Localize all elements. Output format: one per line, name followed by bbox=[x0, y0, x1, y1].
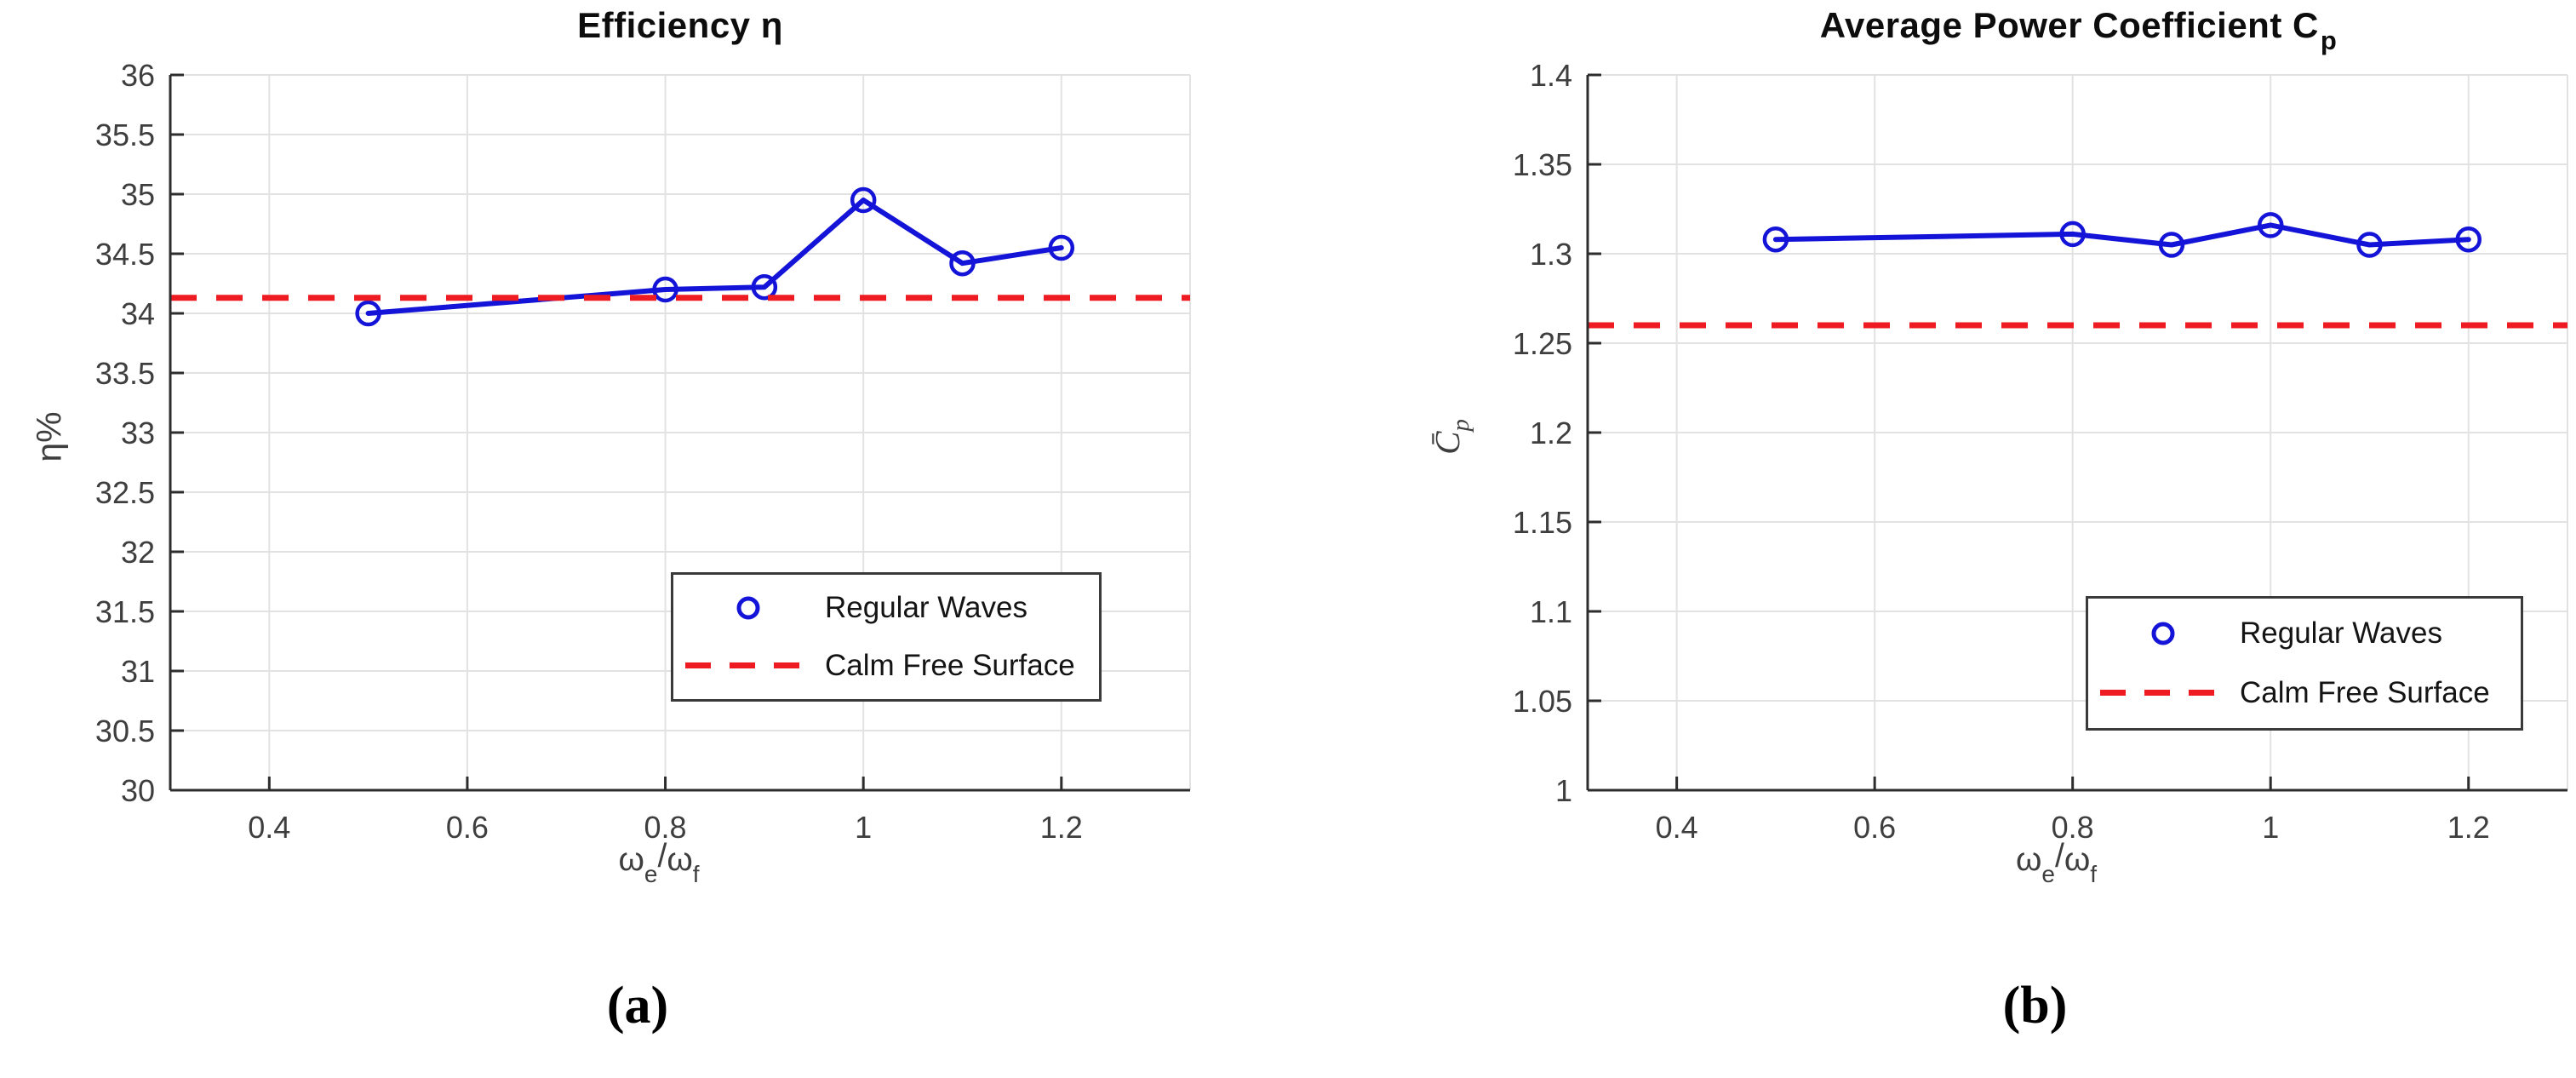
x-tick-label: 0.8 bbox=[2052, 810, 2094, 845]
chart-b-plot-area: 0.4 0.6 0.8 1 1.2 1 1.05 1.1 1.15 1.2 1.25 1.3 1.35 1… bbox=[1513, 58, 2568, 845]
y-tick-label: 36 bbox=[121, 58, 155, 93]
x-tick-label: 0.6 bbox=[1853, 810, 1896, 845]
caption-b: (b) bbox=[2002, 977, 2068, 1035]
x-tick-label: 1.2 bbox=[1040, 810, 1083, 845]
legend-row-regular-waves: Regular Waves bbox=[685, 581, 1087, 635]
chart-a-xlabel: ωe/ωf bbox=[149, 838, 1169, 887]
omega-e-subscript: e bbox=[2041, 861, 2055, 887]
data-point-marker bbox=[751, 273, 778, 301]
y-tick-label: 31 bbox=[121, 654, 155, 689]
slash-separator: / bbox=[657, 838, 667, 874]
y-tick-label: 1.3 bbox=[1530, 237, 1572, 272]
chart-b-legend: Regular Waves Calm Free Surface bbox=[2086, 596, 2523, 731]
legend-label-regular-waves: Regular Waves bbox=[2240, 616, 2442, 651]
y-tick-label: 30 bbox=[121, 773, 155, 808]
red-dashed-line-icon bbox=[2100, 690, 2226, 697]
y-tick-label: 1.05 bbox=[1513, 684, 1572, 719]
legend-label-regular-waves: Regular Waves bbox=[825, 591, 1028, 625]
data-point-marker bbox=[850, 186, 877, 214]
x-tick-label: 1 bbox=[2262, 810, 2279, 845]
legend-label-calm-free-surface: Calm Free Surface bbox=[825, 648, 1075, 682]
circle-marker-icon bbox=[736, 596, 760, 620]
y-tick-label: 35 bbox=[121, 177, 155, 212]
chart-a-title: Efficiency η bbox=[170, 5, 1190, 46]
chart-a-title-text: Efficiency η bbox=[577, 5, 783, 45]
omega-f-symbol: ω bbox=[667, 841, 693, 878]
regular-waves-line bbox=[365, 198, 1064, 316]
data-point-marker bbox=[2455, 226, 2482, 253]
x-tick-label: 0.4 bbox=[248, 810, 290, 845]
y-tick-label: 1.4 bbox=[1530, 58, 1572, 93]
chart-b-ylabel: C̄p bbox=[1427, 419, 1474, 455]
x-tick-label: 0.8 bbox=[644, 810, 687, 845]
blue-line-circle-marker-icon bbox=[2100, 622, 2226, 645]
chart-b-title-subscript: p bbox=[2320, 26, 2338, 55]
chart-a-legend: Regular Waves Calm Free Surface bbox=[671, 572, 1102, 702]
y-tick-label: 35.5 bbox=[95, 118, 155, 152]
chart-b-title: Average Power Coefficient Cp bbox=[1588, 5, 2567, 55]
chart-b-xlabel: ωe/ωf bbox=[1566, 838, 2546, 887]
y-tick-label: 1 bbox=[1555, 773, 1572, 808]
caption-a: (a) bbox=[606, 977, 669, 1035]
omega-f-subscript: f bbox=[2090, 861, 2098, 887]
y-tick-label: 34 bbox=[121, 296, 155, 331]
legend-row-calm-free-surface: Calm Free Surface bbox=[685, 639, 1087, 693]
y-tick-label: 1.25 bbox=[1513, 326, 1572, 361]
chart-a-ylabel-text: η% bbox=[29, 411, 69, 462]
legend-row-calm-free-surface: Calm Free Surface bbox=[2100, 666, 2509, 720]
x-tick-label: 0.4 bbox=[1656, 810, 1698, 845]
data-point-marker bbox=[949, 249, 976, 277]
data-point-marker bbox=[2257, 212, 2284, 238]
chart-b-ylabel-text: C̄ bbox=[1428, 431, 1467, 455]
y-tick-label: 1.1 bbox=[1530, 594, 1572, 629]
y-tick-label: 1.2 bbox=[1530, 416, 1572, 450]
y-tick-label: 1.15 bbox=[1513, 505, 1572, 540]
circle-marker-icon bbox=[2151, 622, 2175, 645]
y-tick-label: 33.5 bbox=[95, 356, 155, 391]
x-tick-label: 1.2 bbox=[2447, 810, 2490, 845]
y-tick-label: 32.5 bbox=[95, 475, 155, 510]
chart-a-efficiency: 0.4 0.6 0.8 1 1.2 30 30.5 31 31.5 32 32.5 33 33.5 34 3… bbox=[30, 5, 1191, 1035]
y-tick-label: 34.5 bbox=[95, 237, 155, 272]
blue-line-circle-marker-icon bbox=[685, 596, 811, 620]
y-tick-label: 32 bbox=[121, 535, 155, 570]
chart-b-title-text: Average Power Coefficient C bbox=[1819, 5, 2319, 45]
y-tick-label: 1.35 bbox=[1513, 147, 1572, 182]
legend-label-calm-free-surface: Calm Free Surface bbox=[2240, 675, 2490, 709]
chart-b-power-coefficient: 0.4 0.6 0.8 1 1.2 1 1.05 1.1 1.15 1.2 1.25 1.3 1.35 1… bbox=[1288, 0, 2576, 1078]
omega-f-subscript: f bbox=[692, 861, 700, 887]
chart-a-ylabel: η% bbox=[30, 411, 70, 462]
data-point-marker bbox=[2059, 221, 2086, 248]
omega-e-symbol: ω bbox=[618, 841, 644, 878]
omega-e-symbol: ω bbox=[2015, 841, 2042, 878]
omega-f-symbol: ω bbox=[2064, 841, 2091, 878]
y-tick-label: 30.5 bbox=[95, 714, 155, 748]
slash-separator: / bbox=[2054, 838, 2064, 874]
x-tick-label: 0.6 bbox=[446, 810, 489, 845]
data-point-marker bbox=[652, 276, 678, 303]
y-tick-label: 33 bbox=[121, 416, 155, 450]
omega-e-subscript: e bbox=[644, 861, 658, 887]
chart-b-ylabel-subscript: p bbox=[1447, 419, 1474, 432]
data-point-marker bbox=[1048, 234, 1075, 261]
x-tick-label: 1 bbox=[855, 810, 872, 845]
red-dashed-line-icon bbox=[685, 662, 811, 669]
data-point-marker bbox=[2356, 232, 2383, 258]
data-point-marker bbox=[1762, 226, 1789, 253]
data-point-marker bbox=[355, 300, 381, 327]
legend-row-regular-waves: Regular Waves bbox=[2100, 606, 2509, 661]
y-tick-label: 31.5 bbox=[95, 594, 155, 629]
chart-a-plot-area: 0.4 0.6 0.8 1 1.2 30 30.5 31 31.5 32 32.5 33 33.5 34 3… bbox=[95, 58, 1191, 845]
regular-waves-line bbox=[1772, 222, 2471, 248]
data-point-marker bbox=[2158, 232, 2185, 258]
